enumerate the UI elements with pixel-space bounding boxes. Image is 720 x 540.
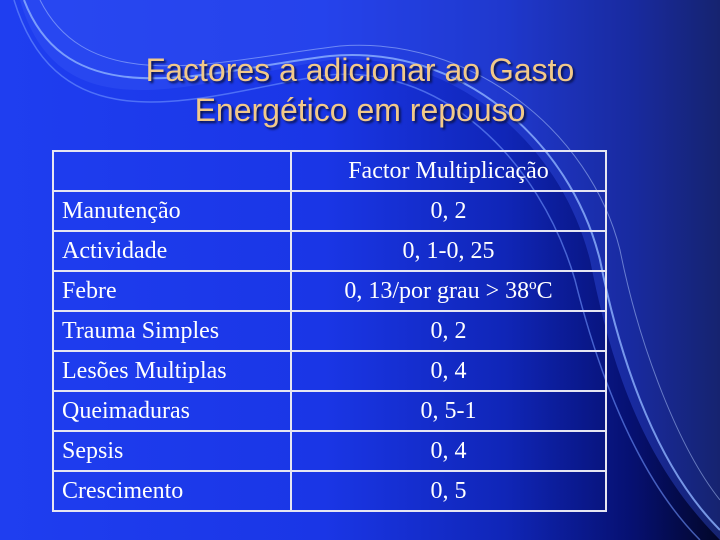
- row-value: 0, 13/por grau > 38ºC: [290, 270, 607, 312]
- table-row: Crescimento 0, 5: [52, 470, 607, 512]
- row-label: Crescimento: [52, 470, 292, 512]
- table-row: Actividade 0, 1-0, 25: [52, 230, 607, 272]
- table-header-empty: [52, 150, 292, 192]
- table-row: Trauma Simples 0, 2: [52, 310, 607, 352]
- row-label: Manutenção: [52, 190, 292, 232]
- row-label: Actividade: [52, 230, 292, 272]
- row-label: Febre: [52, 270, 292, 312]
- table-header-factor: Factor Multiplicação: [290, 150, 607, 192]
- table-row: Sepsis 0, 4: [52, 430, 607, 472]
- factors-table: Factor Multiplicação Manutenção 0, 2 Act…: [52, 150, 607, 512]
- table-row: Manutenção 0, 2: [52, 190, 607, 232]
- row-value: 0, 5: [290, 470, 607, 512]
- row-value: 0, 4: [290, 430, 607, 472]
- table-row: Febre 0, 13/por grau > 38ºC: [52, 270, 607, 312]
- slide-title: Factores a adicionar ao Gasto Energético…: [40, 50, 680, 130]
- row-value: 0, 4: [290, 350, 607, 392]
- row-label: Sepsis: [52, 430, 292, 472]
- row-label: Trauma Simples: [52, 310, 292, 352]
- row-label: Lesões Multiplas: [52, 350, 292, 392]
- row-value: 0, 5-1: [290, 390, 607, 432]
- slide-title-line-2: Energético em repouso: [194, 92, 526, 128]
- table-row: Lesões Multiplas 0, 4: [52, 350, 607, 392]
- table-row: Queimaduras 0, 5-1: [52, 390, 607, 432]
- row-value: 0, 1-0, 25: [290, 230, 607, 272]
- row-value: 0, 2: [290, 190, 607, 232]
- slide-title-line-1: Factores a adicionar ao Gasto: [145, 52, 575, 88]
- row-value: 0, 2: [290, 310, 607, 352]
- row-label: Queimaduras: [52, 390, 292, 432]
- table-header-row: Factor Multiplicação: [52, 150, 607, 192]
